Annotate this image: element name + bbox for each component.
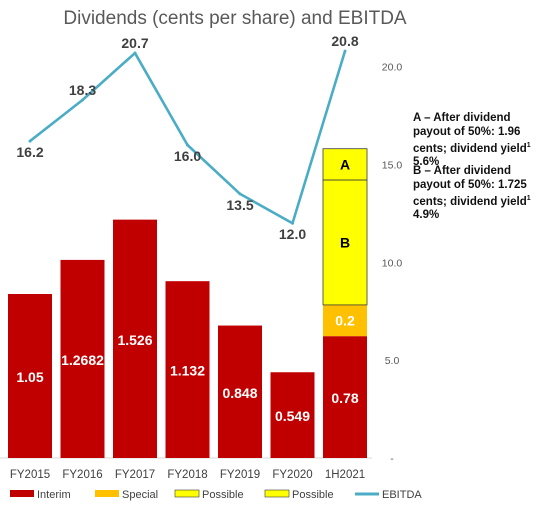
- right-axis-tick-label: 10.0: [382, 257, 403, 269]
- legend-swatch-2: [174, 489, 200, 498]
- bar-interim-0-fy2019: [218, 325, 262, 458]
- ebitda-label-fy2018: 16.0: [174, 148, 201, 164]
- ebitda-point-fy2020: [291, 221, 294, 225]
- ebitda-point-fy2019: [238, 192, 242, 196]
- note-a: A – After dividend payout of 50%: 1.96 c…: [413, 112, 551, 170]
- data-label-interim-fy2016: 1.2682: [61, 352, 104, 368]
- x-tick-label-fy2020: FY2020: [272, 469, 312, 481]
- ebitda-label-fy2020: 12.0: [279, 226, 306, 242]
- note-b: B – After dividend payout of 50%: 1.725 …: [413, 165, 551, 223]
- legend-label-2: Possible: [202, 489, 244, 501]
- bar-interim-0-fy2015: [8, 293, 52, 458]
- note-b-text: B – After dividend payout of 50%: 1.725 …: [413, 165, 527, 208]
- bar-interim-0-fy2018: [165, 281, 210, 458]
- data-label-interim-fy2019: 0.848: [222, 385, 257, 401]
- legend-swatch-0: [10, 490, 34, 497]
- x-tick-label-fy2018: FY2018: [167, 469, 207, 481]
- ebitda-label-fy2017: 20.7: [121, 35, 148, 51]
- note-a-superscript: 1: [526, 142, 531, 149]
- note-b-yield: 4.9%: [413, 209, 440, 222]
- data-label-interim-fy2020: 0.549: [275, 408, 310, 424]
- bar-interim-0-fy2016: [60, 259, 105, 458]
- legend-label-3: Possible: [292, 489, 334, 501]
- legend-label-4: EBITDA: [382, 489, 422, 501]
- ebitda-point-fy2017: [133, 51, 137, 55]
- data-label-interim-fy2015: 1.05: [16, 369, 43, 385]
- ebitda-point-fy2016: [81, 98, 84, 102]
- bar-interim-0-fy2017: [113, 219, 157, 458]
- x-tick-label-fy2016: FY2016: [62, 469, 102, 481]
- data-label-special-1h2021: 0.2: [335, 313, 355, 329]
- bar-possible-3-1h2021: [322, 148, 368, 181]
- data-label-interim-fy2017: 1.526: [117, 332, 152, 348]
- x-tick-label-fy2017: FY2017: [115, 469, 155, 481]
- data-label-possible-1h2021: A: [340, 156, 350, 172]
- data-label-possible-1h2021: B: [340, 234, 350, 250]
- right-axis-tick-label: 15.0: [382, 160, 403, 172]
- legend-swatch-3: [264, 489, 290, 498]
- ebitda-point-fy2018: [186, 143, 189, 147]
- ebitda-label-fy2015: 16.2: [16, 144, 43, 160]
- chart-title: Dividends (cents per share) and EBITDA: [63, 8, 407, 29]
- data-label-interim-fy2018: 1.132: [170, 363, 205, 379]
- right-axis-tick-label: 5.0: [385, 355, 400, 367]
- data-label-interim-1h2021: 0.78: [331, 390, 358, 406]
- right-axis-tick-label: -: [390, 453, 394, 465]
- x-tick-label-1h2021: 1H2021: [325, 469, 365, 481]
- legend-label-0: Interim: [37, 489, 71, 501]
- x-tick-label-fy2019: FY2019: [220, 469, 260, 481]
- ebitda-point-1h2021: [343, 49, 347, 53]
- ebitda-point-fy2015: [28, 139, 32, 143]
- legend-swatch-1: [95, 490, 119, 497]
- bar-interim-0-1h2021: [323, 336, 367, 458]
- ebitda-line: [29, 50, 347, 225]
- ebitda-label-fy2019: 13.5: [226, 197, 253, 213]
- legend-label-1: Special: [122, 489, 158, 501]
- note-a-yield: 5.6%: [413, 156, 440, 169]
- ebitda-label-fy2016: 18.3: [69, 82, 96, 98]
- bar-interim-0-fy2020: [270, 372, 315, 458]
- bar-special-1-1h2021: [323, 304, 367, 337]
- x-tick-label-fy2015: FY2015: [10, 469, 50, 481]
- right-axis-tick-label: 20.0: [382, 62, 403, 74]
- note-b-superscript: 1: [526, 195, 531, 202]
- ebitda-label-1h2021: 20.8: [331, 33, 358, 49]
- note-a-text: A – After dividend payout of 50%: 1.96 c…: [413, 112, 527, 155]
